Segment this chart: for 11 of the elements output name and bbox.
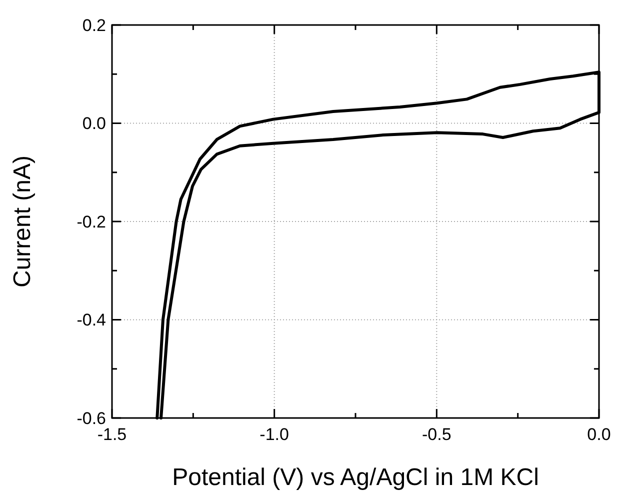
x-tick-label: -0.5 — [422, 425, 452, 444]
y-axis-title: Current (nA) — [9, 155, 36, 288]
y-tick-label: 0.0 — [82, 114, 106, 134]
x-tick-label: 0.0 — [587, 425, 611, 444]
y-tick-label: -0.6 — [76, 408, 106, 428]
y-tick-label: 0.2 — [82, 16, 106, 35]
x-tick-label: -1.5 — [97, 425, 127, 444]
y-tick-label: -0.2 — [76, 212, 106, 232]
x-tick-label: -1.0 — [260, 425, 289, 444]
y-tick-label: -0.4 — [76, 310, 106, 330]
x-axis-title: Potential (V) vs Ag/AgCl in 1M KCl — [172, 464, 539, 491]
